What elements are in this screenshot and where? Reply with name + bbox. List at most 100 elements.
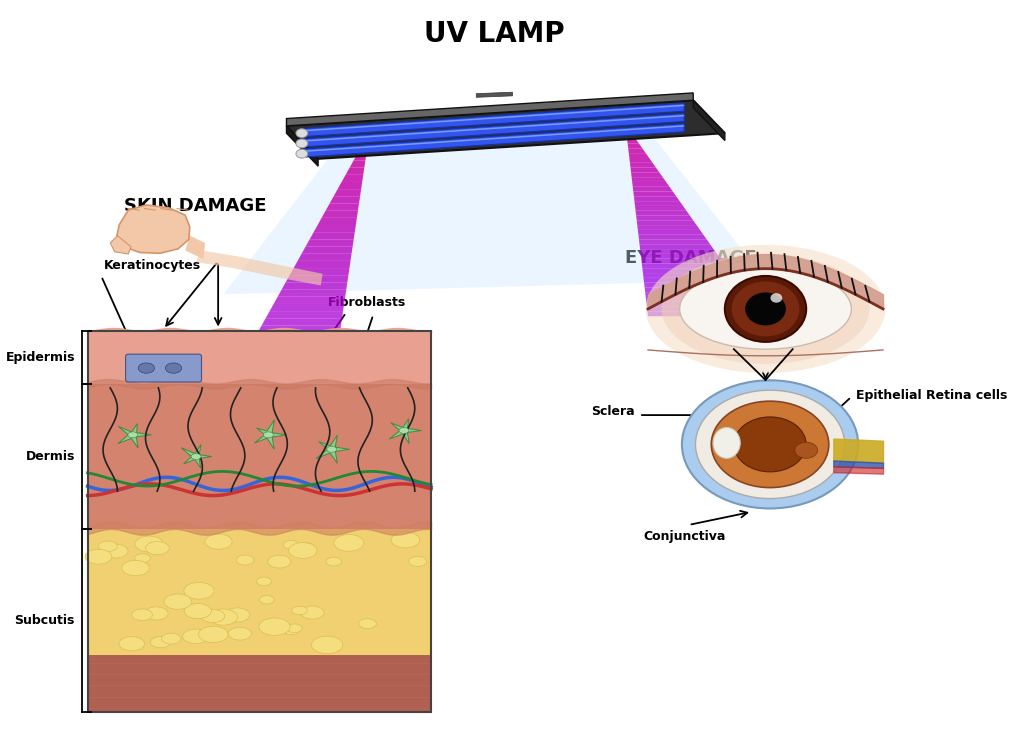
- Polygon shape: [634, 201, 683, 206]
- Polygon shape: [627, 143, 642, 148]
- Polygon shape: [246, 347, 337, 354]
- Polygon shape: [638, 240, 709, 244]
- Polygon shape: [625, 124, 628, 129]
- Polygon shape: [635, 206, 686, 211]
- Polygon shape: [281, 282, 347, 290]
- Polygon shape: [631, 177, 665, 182]
- Polygon shape: [341, 175, 363, 182]
- Ellipse shape: [733, 417, 805, 472]
- Ellipse shape: [263, 432, 273, 438]
- Ellipse shape: [256, 577, 271, 586]
- Polygon shape: [237, 362, 335, 368]
- Polygon shape: [217, 397, 330, 404]
- Ellipse shape: [731, 282, 799, 337]
- Ellipse shape: [391, 532, 419, 548]
- Ellipse shape: [199, 626, 228, 642]
- Text: EYE DAMAGE: EYE DAMAGE: [625, 248, 756, 267]
- Ellipse shape: [201, 609, 224, 623]
- Ellipse shape: [682, 380, 857, 509]
- Polygon shape: [630, 168, 658, 173]
- Polygon shape: [302, 246, 353, 254]
- Polygon shape: [626, 129, 632, 134]
- Ellipse shape: [645, 245, 884, 373]
- Ellipse shape: [161, 634, 180, 644]
- Polygon shape: [225, 383, 332, 390]
- Ellipse shape: [291, 606, 307, 614]
- Ellipse shape: [359, 619, 376, 628]
- Polygon shape: [325, 204, 359, 211]
- Polygon shape: [196, 251, 322, 285]
- Text: Fibroblasts: Fibroblasts: [328, 296, 406, 309]
- Polygon shape: [638, 234, 706, 240]
- Ellipse shape: [292, 542, 315, 555]
- Ellipse shape: [288, 542, 317, 559]
- Polygon shape: [242, 354, 336, 362]
- Polygon shape: [300, 113, 684, 147]
- Text: Epithelial Retina cells: Epithelial Retina cells: [855, 389, 1007, 402]
- Polygon shape: [628, 153, 648, 158]
- Polygon shape: [627, 139, 638, 143]
- Polygon shape: [321, 211, 358, 218]
- Ellipse shape: [224, 608, 250, 622]
- Bar: [88, 384, 431, 529]
- Ellipse shape: [182, 629, 209, 644]
- Polygon shape: [476, 92, 512, 97]
- Polygon shape: [693, 100, 725, 140]
- Ellipse shape: [209, 609, 237, 625]
- Ellipse shape: [794, 442, 816, 459]
- Ellipse shape: [745, 293, 785, 326]
- Polygon shape: [637, 230, 703, 234]
- Ellipse shape: [695, 390, 844, 498]
- Ellipse shape: [296, 139, 308, 148]
- Bar: [88, 331, 431, 711]
- Ellipse shape: [135, 553, 150, 562]
- Polygon shape: [269, 304, 343, 311]
- Ellipse shape: [205, 534, 232, 549]
- Polygon shape: [300, 115, 684, 142]
- Polygon shape: [641, 263, 727, 268]
- Polygon shape: [180, 445, 212, 468]
- Bar: [88, 331, 431, 384]
- Polygon shape: [389, 419, 421, 443]
- Polygon shape: [210, 412, 328, 419]
- Polygon shape: [636, 220, 696, 225]
- Ellipse shape: [183, 582, 214, 599]
- Polygon shape: [329, 196, 360, 204]
- Polygon shape: [362, 139, 368, 146]
- Polygon shape: [298, 254, 352, 261]
- Polygon shape: [306, 240, 354, 246]
- Polygon shape: [633, 192, 676, 196]
- Polygon shape: [316, 435, 350, 464]
- Polygon shape: [640, 249, 716, 254]
- Ellipse shape: [296, 129, 308, 137]
- Polygon shape: [310, 232, 355, 240]
- Text: Sclera: Sclera: [590, 405, 634, 418]
- Ellipse shape: [150, 637, 170, 648]
- Polygon shape: [262, 318, 341, 326]
- Polygon shape: [630, 162, 655, 168]
- Polygon shape: [258, 326, 340, 333]
- Polygon shape: [300, 125, 684, 152]
- Polygon shape: [185, 236, 205, 259]
- Ellipse shape: [661, 254, 868, 364]
- Polygon shape: [632, 187, 673, 192]
- Polygon shape: [637, 225, 699, 230]
- Polygon shape: [273, 297, 344, 304]
- Polygon shape: [293, 261, 351, 268]
- Ellipse shape: [326, 446, 336, 452]
- Polygon shape: [313, 225, 356, 232]
- Polygon shape: [221, 390, 331, 397]
- Polygon shape: [629, 158, 652, 162]
- Ellipse shape: [769, 293, 782, 303]
- Polygon shape: [265, 311, 342, 318]
- Text: Epidermis: Epidermis: [5, 351, 74, 364]
- Polygon shape: [636, 215, 693, 220]
- Polygon shape: [289, 268, 350, 275]
- Polygon shape: [643, 283, 740, 287]
- Ellipse shape: [165, 363, 181, 373]
- Polygon shape: [254, 333, 339, 340]
- Polygon shape: [229, 376, 333, 383]
- Ellipse shape: [301, 606, 324, 619]
- Text: Dermis: Dermis: [25, 450, 74, 463]
- Polygon shape: [642, 273, 733, 278]
